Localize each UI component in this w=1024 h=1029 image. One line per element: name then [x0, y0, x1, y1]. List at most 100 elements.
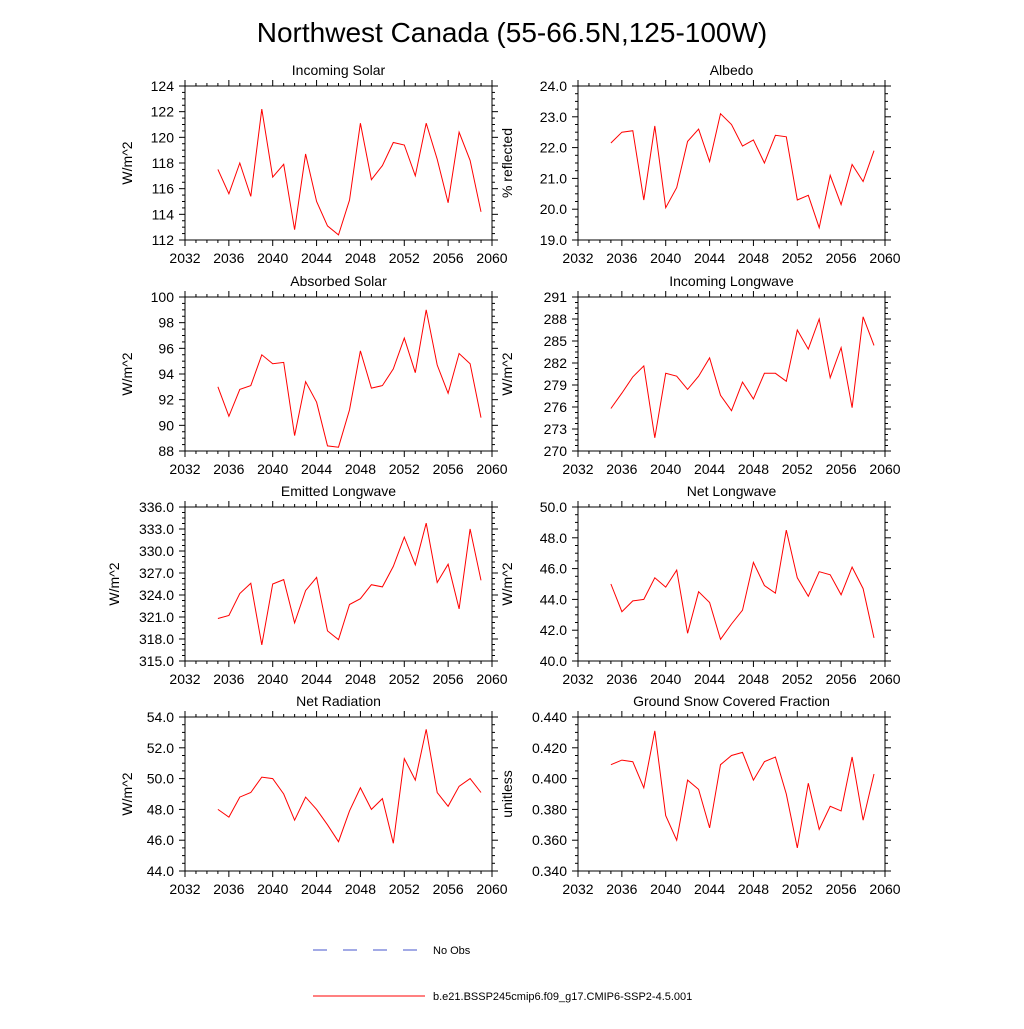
panel-title: Incoming Longwave [669, 273, 794, 289]
x-tick-label: 2044 [301, 671, 332, 687]
y-tick-label: 100 [151, 289, 175, 305]
plot-frame [577, 85, 886, 241]
plot-frame [184, 296, 493, 452]
y-tick-label: 120 [151, 129, 175, 145]
y-tick-label: 333.0 [139, 521, 174, 537]
x-tick-label: 2052 [782, 250, 813, 266]
chart-panel: Emitted Longwave 2032 2036 2040 2044 2048 2052… [106, 483, 508, 687]
chart-panel: Albedo 2032 2036 2040 2044 2048 2052 2056 2060 19… [499, 62, 901, 266]
x-tick-label: 2052 [782, 881, 813, 897]
y-axis-label: W/m^2 [499, 562, 515, 605]
x-tick-label: 2044 [694, 250, 725, 266]
plot-frame [184, 506, 493, 662]
y-tick-label: 90 [158, 417, 174, 433]
y-tick-label: 315.0 [139, 653, 174, 669]
y-tick-label: 285 [544, 333, 568, 349]
x-tick-label: 2032 [562, 881, 593, 897]
x-tick-label: 2056 [826, 461, 857, 477]
x-tick-label: 2060 [476, 250, 507, 266]
x-tick-label: 2032 [169, 881, 200, 897]
series-line [217, 522, 482, 645]
y-tick-label: 118 [152, 155, 175, 171]
x-tick-label: 2060 [869, 250, 900, 266]
x-tick-label: 2060 [476, 461, 507, 477]
x-tick-label: 2040 [257, 881, 288, 897]
y-tick-label: 0.340 [532, 863, 567, 879]
x-tick-label: 2052 [782, 461, 813, 477]
panel-title: Albedo [710, 62, 754, 78]
y-axis-label: W/m^2 [119, 141, 135, 184]
y-tick-label: 330.0 [139, 543, 174, 559]
y-axis-label: W/m^2 [119, 352, 135, 395]
y-tick-label: 98 [158, 315, 174, 331]
x-tick-label: 2040 [257, 461, 288, 477]
plot-frame [184, 716, 493, 872]
chart-panel: Absorbed Solar 2032 2036 2040 2044 2048 2052 20… [119, 273, 508, 477]
x-tick-label: 2032 [562, 671, 593, 687]
y-tick-label: 327.0 [139, 565, 174, 581]
x-tick-label: 2044 [694, 881, 725, 897]
x-tick-label: 2048 [345, 881, 376, 897]
series-line [217, 109, 482, 236]
y-axis-label: % reflected [499, 128, 515, 198]
y-axis-label: W/m^2 [106, 562, 122, 605]
panel-title: Incoming Solar [292, 62, 386, 78]
y-tick-label: 50.0 [147, 771, 174, 787]
series-line [610, 316, 875, 438]
x-tick-label: 2036 [606, 881, 637, 897]
y-tick-label: 96 [158, 340, 174, 356]
x-tick-label: 2060 [476, 671, 507, 687]
x-tick-label: 2056 [826, 671, 857, 687]
plot-frame [577, 716, 886, 872]
y-tick-label: 40.0 [540, 653, 567, 669]
figure-title: Northwest Canada (55-66.5N,125-100W) [257, 17, 767, 48]
y-tick-label: 21.0 [540, 170, 567, 186]
plot-frame [184, 85, 493, 241]
y-tick-label: 46.0 [147, 832, 174, 848]
y-tick-label: 23.0 [540, 109, 567, 125]
x-tick-label: 2052 [389, 250, 420, 266]
panel-title: Ground Snow Covered Fraction [633, 693, 830, 709]
chart-panel: Incoming Longwave 2032 2036 2040 2044 2048 205… [499, 273, 901, 477]
x-tick-label: 2048 [345, 250, 376, 266]
x-tick-label: 2044 [301, 461, 332, 477]
y-tick-label: 318.0 [139, 631, 174, 647]
panel-title: Emitted Longwave [281, 483, 396, 499]
x-tick-label: 2056 [826, 250, 857, 266]
panel-title: Net Radiation [296, 693, 381, 709]
y-tick-label: 48.0 [147, 801, 174, 817]
x-tick-label: 2040 [257, 671, 288, 687]
y-tick-label: 94 [158, 366, 174, 382]
x-tick-label: 2048 [345, 461, 376, 477]
y-tick-label: 279 [544, 377, 568, 393]
x-tick-label: 2052 [389, 671, 420, 687]
y-tick-label: 44.0 [147, 863, 174, 879]
x-tick-label: 2040 [650, 250, 681, 266]
x-tick-label: 2040 [650, 671, 681, 687]
x-tick-label: 2036 [606, 461, 637, 477]
x-tick-label: 2056 [433, 461, 464, 477]
panel-title: Net Longwave [687, 483, 777, 499]
y-tick-label: 321.0 [139, 609, 174, 625]
x-tick-label: 2060 [869, 671, 900, 687]
y-axis-label: W/m^2 [119, 772, 135, 815]
x-tick-label: 2036 [606, 250, 637, 266]
chart-panel: Net Radiation 2032 2036 2040 2044 2048 2052 205… [119, 693, 508, 897]
x-tick-label: 2056 [433, 671, 464, 687]
y-tick-label: 291 [544, 289, 568, 305]
y-tick-label: 44.0 [540, 591, 567, 607]
chart-panel: Incoming Solar 2032 2036 2040 2044 2048 2052 20… [119, 62, 508, 266]
x-tick-label: 2044 [694, 671, 725, 687]
y-tick-label: 48.0 [540, 530, 567, 546]
legend-label-model: b.e21.BSSP245cmip6.f09_g17.CMIP6-SSP2-4.… [433, 991, 692, 1003]
series-line [610, 529, 875, 641]
legend-label-obs: No Obs [433, 945, 471, 957]
x-tick-label: 2056 [433, 250, 464, 266]
y-tick-label: 124 [151, 78, 175, 94]
x-tick-label: 2044 [301, 250, 332, 266]
x-tick-label: 2048 [738, 671, 769, 687]
y-tick-label: 324.0 [139, 587, 174, 603]
x-tick-label: 2048 [345, 671, 376, 687]
x-tick-label: 2052 [389, 461, 420, 477]
